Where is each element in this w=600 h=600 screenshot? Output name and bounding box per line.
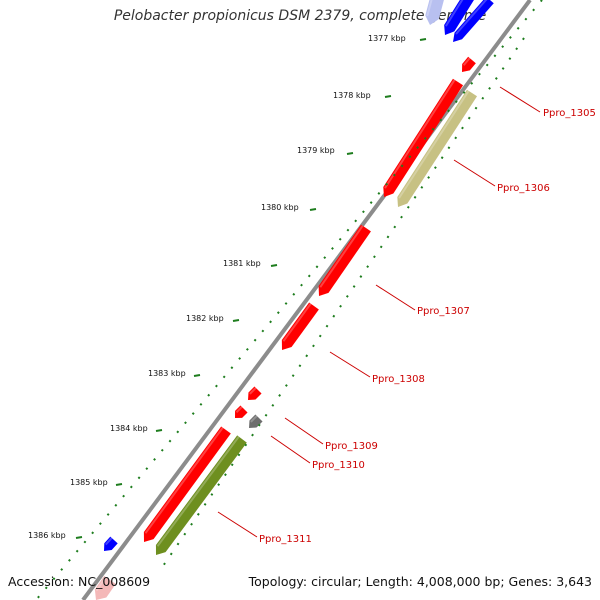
scale-tick-label: 1385 kbp: [70, 478, 108, 487]
gene-ppro-1305: [383, 79, 463, 197]
gene-ppro-1311: [156, 435, 247, 555]
dotted-gene-track: [163, 38, 524, 566]
gene-label-leader: [500, 87, 540, 112]
accession-text: Accession: NC_008609: [8, 574, 150, 589]
gene-label-leader: [218, 512, 257, 537]
dotted-scale-track: [36, 0, 542, 600]
scale-tick-mark: [271, 265, 277, 266]
scale-tick-mark: [194, 375, 200, 376]
scale-tick-label: 1377 kbp: [368, 34, 406, 43]
tick-tracks: [36, 0, 542, 600]
genome-map-view: Pelobacter propionicus DSM 2379, complet…: [0, 0, 600, 600]
gene-ppro-1307: [319, 225, 371, 296]
genome-backbone: [83, 0, 530, 600]
gene-label-leader: [454, 160, 495, 186]
gene-features: [95, 0, 494, 600]
scale-tick-mark: [385, 96, 391, 97]
gene-label-leader: [330, 352, 370, 377]
scale-tick-mark: [156, 430, 162, 431]
gene-label-leader: [285, 418, 323, 444]
gene-label: Ppro_1306: [497, 183, 550, 194]
gene-label-leader: [271, 436, 310, 463]
gene-label-leader: [376, 285, 415, 310]
scale-tick-mark: [76, 537, 82, 538]
scale-tick-mark: [233, 320, 239, 321]
topology-summary-text: Topology: circular; Length: 4,008,000 bp…: [249, 574, 592, 589]
scale-tick-mark: [310, 209, 316, 210]
scale-tick-label: 1378 kbp: [333, 91, 371, 100]
scale-tick-label: 1382 kbp: [186, 314, 224, 323]
gene-highlight: [158, 437, 239, 547]
gene-highlight: [320, 226, 362, 287]
gene-label: Ppro_1305: [543, 108, 596, 119]
scale-tick-label: 1386 kbp: [28, 531, 66, 540]
gene-label: Ppro_1307: [417, 306, 470, 317]
gene-highlight: [399, 91, 469, 198]
gene-label: Ppro_1308: [372, 374, 425, 385]
scale-tick-label: 1381 kbp: [223, 259, 261, 268]
scale-tick-mark: [420, 39, 426, 40]
scale-tick-mark: [347, 153, 353, 154]
scale-tick-label: 1380 kbp: [261, 203, 299, 212]
scale-tick-label: 1379 kbp: [297, 146, 335, 155]
gene-label: Ppro_1311: [259, 534, 312, 545]
scale-tick-label: 1384 kbp: [110, 424, 148, 433]
gene-label: Ppro_1309: [325, 441, 378, 452]
genome-map-canvas: 1377 kbp 1378 kbp 1379 kbp 1380 kbp 1381 kbp…: [0, 0, 600, 600]
scale-tick-mark: [116, 484, 122, 485]
gene-label: Ppro_1310: [312, 460, 365, 471]
scale-tick-label: 1383 kbp: [148, 369, 186, 378]
